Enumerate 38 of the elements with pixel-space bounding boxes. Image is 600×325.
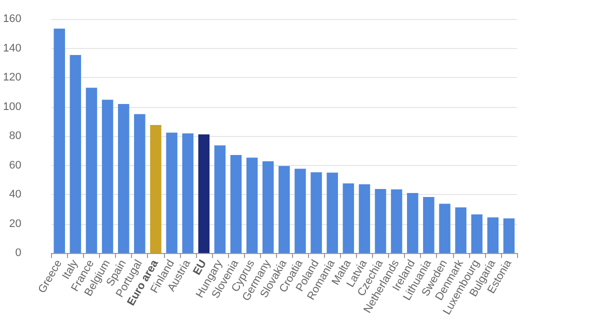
bar (278, 166, 290, 253)
bar (503, 218, 515, 253)
bar (358, 184, 370, 253)
y-tick-label: 60 (9, 159, 22, 172)
y-tick-label: 40 (9, 188, 22, 200)
bar (342, 183, 354, 253)
bar (487, 217, 499, 253)
bar (166, 132, 178, 253)
bar (198, 134, 210, 253)
y-tick-label: 140 (2, 42, 22, 54)
y-tick-label: 80 (9, 130, 22, 142)
bar (455, 207, 466, 253)
bar (102, 100, 114, 253)
bar (423, 196, 434, 253)
y-tick-label: 160 (2, 13, 22, 25)
bar (214, 145, 226, 253)
y-tick-label: 0 (15, 247, 22, 259)
bar (471, 214, 482, 253)
bar (118, 104, 130, 253)
bar (150, 125, 162, 253)
bar (70, 54, 82, 253)
bar (326, 172, 338, 253)
bar (246, 158, 258, 253)
bar (134, 114, 146, 253)
bar (407, 193, 418, 253)
bar (390, 189, 402, 253)
bar (230, 155, 242, 253)
y-tick-label: 100 (2, 100, 22, 113)
y-tick-label: 120 (2, 72, 22, 84)
bar (262, 161, 274, 253)
bar (374, 188, 386, 253)
bar (439, 204, 450, 253)
bar (54, 28, 65, 253)
bar (310, 172, 322, 253)
bar (182, 133, 194, 253)
y-tick-label: 20 (9, 218, 22, 230)
bar (294, 168, 306, 253)
bar (86, 88, 98, 253)
